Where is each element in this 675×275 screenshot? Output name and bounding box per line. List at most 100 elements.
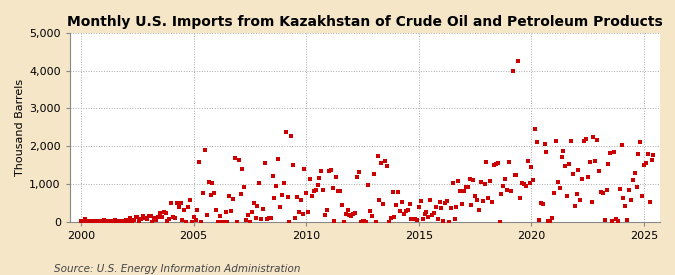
Point <box>483 196 493 200</box>
Point <box>397 200 408 204</box>
Point <box>121 218 132 222</box>
Point <box>441 198 452 203</box>
Point <box>277 193 288 197</box>
Point <box>614 187 625 191</box>
Point <box>113 219 124 224</box>
Point <box>290 216 300 221</box>
Point <box>107 219 118 223</box>
Point <box>460 185 471 189</box>
Point <box>227 196 238 201</box>
Point <box>453 179 464 183</box>
Point <box>166 201 177 205</box>
Point <box>624 188 634 192</box>
Point <box>429 210 439 215</box>
Point <box>177 218 188 222</box>
Point <box>301 190 312 195</box>
Point <box>585 160 595 164</box>
Point <box>412 218 423 223</box>
Point <box>124 216 135 220</box>
Point <box>248 201 259 205</box>
Point <box>220 210 231 215</box>
Point <box>348 212 358 217</box>
Point <box>134 219 144 223</box>
Point <box>520 184 531 188</box>
Point <box>423 215 433 219</box>
Point <box>284 219 295 224</box>
Point <box>558 149 569 153</box>
Point <box>417 216 428 221</box>
Point <box>629 170 640 175</box>
Point <box>537 202 548 207</box>
Point <box>522 158 533 163</box>
Point <box>87 219 98 224</box>
Point <box>232 219 242 224</box>
Point <box>200 148 211 153</box>
Point <box>633 151 644 156</box>
Point <box>605 150 616 155</box>
Point <box>404 202 415 206</box>
Point <box>592 138 603 142</box>
Point <box>402 207 413 212</box>
Point <box>155 210 165 215</box>
Point <box>294 209 304 214</box>
Point <box>385 216 396 220</box>
Point <box>288 163 298 167</box>
Point <box>164 216 175 221</box>
Point <box>141 217 152 222</box>
Point <box>90 219 101 223</box>
Point <box>282 195 293 199</box>
Point <box>299 167 310 171</box>
Point <box>491 162 502 166</box>
Point <box>506 188 516 193</box>
Point <box>325 167 336 172</box>
Point <box>367 214 377 218</box>
Point <box>256 217 267 221</box>
Point <box>205 193 216 197</box>
Point <box>295 198 306 202</box>
Point <box>556 155 567 160</box>
Point <box>597 191 608 195</box>
Point <box>331 174 342 179</box>
Point <box>246 210 257 214</box>
Point <box>427 213 437 218</box>
Point <box>568 172 578 176</box>
Point <box>143 214 154 219</box>
Point <box>211 208 221 212</box>
Point <box>267 174 278 178</box>
Point <box>297 212 308 216</box>
Point <box>153 214 163 219</box>
Point <box>410 217 421 221</box>
Point <box>464 177 475 182</box>
Point <box>588 135 599 139</box>
Point <box>573 167 584 172</box>
Point <box>593 169 604 174</box>
Point <box>541 150 552 155</box>
Point <box>183 205 194 210</box>
Point <box>335 188 346 193</box>
Point <box>115 219 126 224</box>
Point <box>171 201 182 205</box>
Point <box>140 216 151 220</box>
Point <box>575 198 586 202</box>
Point <box>391 203 402 207</box>
Point <box>344 213 355 217</box>
Point <box>637 194 647 198</box>
Point <box>97 219 107 223</box>
Point <box>526 165 537 169</box>
Point <box>641 161 651 166</box>
Point <box>398 212 409 217</box>
Point <box>545 219 556 224</box>
Point <box>175 200 186 205</box>
Point <box>327 186 338 190</box>
Point <box>554 186 565 190</box>
Point <box>513 58 524 63</box>
Point <box>607 219 618 223</box>
Point <box>457 202 468 207</box>
Point <box>329 219 340 224</box>
Point <box>269 196 279 201</box>
Point <box>524 180 535 185</box>
Point <box>136 217 146 221</box>
Point <box>132 215 143 219</box>
Text: Source: U.S. Energy Information Administration: Source: U.S. Energy Information Administ… <box>54 264 300 274</box>
Point <box>622 218 632 222</box>
